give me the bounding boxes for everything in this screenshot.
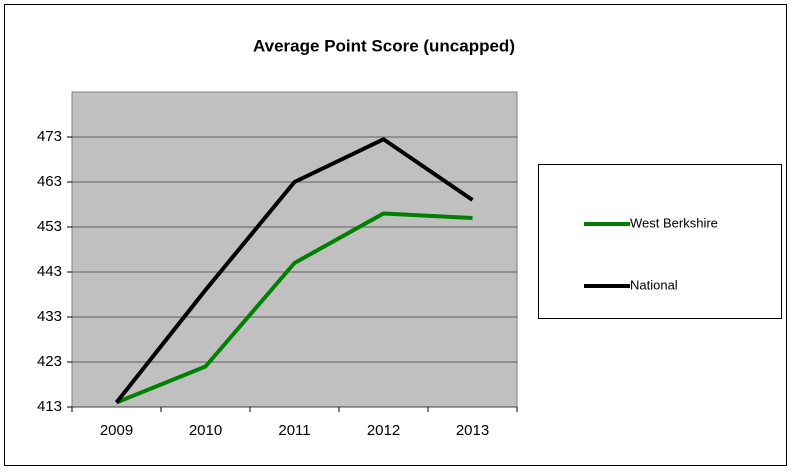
legend-box — [538, 164, 782, 319]
series-line — [115, 211, 473, 405]
legend-label: West Berkshire — [630, 215, 718, 230]
y-tick-label: 453 — [37, 218, 62, 235]
x-tick-label: 2012 — [367, 422, 400, 439]
chart-title: Average Point Score (uncapped) — [253, 36, 515, 55]
y-tick-label: 433 — [37, 308, 62, 325]
series-line — [114, 137, 474, 404]
y-tick-label: 473 — [37, 128, 62, 145]
legend-label: National — [630, 277, 678, 292]
plot-area — [71, 91, 518, 408]
x-tick-label: 2013 — [456, 422, 489, 439]
y-tick-label: 423 — [37, 353, 62, 370]
x-tick-label: 2010 — [189, 422, 222, 439]
x-tick-label: 2011 — [278, 422, 310, 439]
y-tick-label: 463 — [37, 173, 62, 190]
y-tick-label: 443 — [37, 263, 62, 280]
x-tick-label: 2009 — [100, 422, 133, 439]
y-tick-label: 413 — [37, 398, 62, 415]
